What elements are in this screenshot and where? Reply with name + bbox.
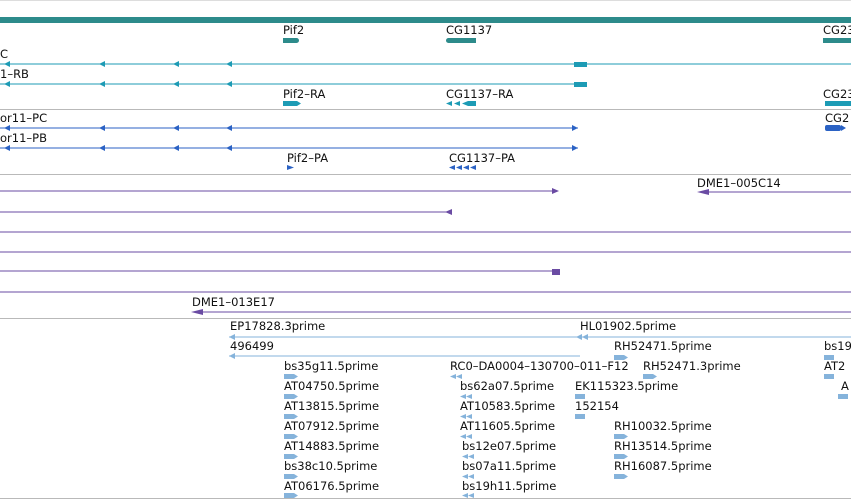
cdna-label[interactable]: DME1–005C14 bbox=[697, 176, 781, 190]
est-label[interactable]: bs62a07.5prime bbox=[460, 379, 555, 393]
gene-label[interactable]: Pif2 bbox=[283, 23, 305, 37]
gene-label[interactable]: CG1137 bbox=[446, 23, 493, 37]
est-label[interactable]: 152154 bbox=[575, 399, 619, 413]
cdna-track-graphics bbox=[0, 188, 851, 315]
cds-label[interactable]: Pif2–PA bbox=[287, 151, 329, 165]
est-label[interactable]: A bbox=[841, 379, 849, 393]
cds-track-graphics bbox=[0, 125, 846, 170]
est-label[interactable]: RC0–DA0004–130700–011–F12 bbox=[450, 359, 629, 373]
est-label[interactable]: bs19 bbox=[824, 339, 851, 353]
est-label[interactable]: 496499 bbox=[230, 339, 274, 353]
est-label[interactable]: AT11605.5prime bbox=[460, 419, 556, 433]
est-label[interactable]: bs35g11.5prime bbox=[284, 359, 379, 373]
gene-feature-cg23[interactable] bbox=[823, 38, 851, 43]
gene-feature-cg1137[interactable] bbox=[446, 38, 476, 43]
est-label[interactable]: RH52471.3prime bbox=[643, 359, 741, 373]
mrna-label[interactable]: Pif2–RA bbox=[283, 87, 326, 101]
cdna-label[interactable]: DME1–013E17 bbox=[192, 295, 275, 309]
est-label[interactable]: AT13815.5prime bbox=[284, 399, 380, 413]
cds-label[interactable]: CG1137–PA bbox=[449, 151, 516, 165]
est-label[interactable]: AT06176.5prime bbox=[284, 479, 380, 493]
est-label[interactable]: AT04750.5prime bbox=[284, 379, 380, 393]
mrna-label[interactable]: CG23 bbox=[823, 87, 851, 101]
mrna-label[interactable]: 1–RB bbox=[0, 67, 29, 81]
cds-label[interactable]: or11–PC bbox=[0, 111, 48, 125]
track-separator bbox=[0, 109, 851, 110]
track-separator bbox=[0, 498, 851, 499]
cds-label[interactable]: CG2 bbox=[825, 111, 850, 125]
est-label[interactable]: EK115323.5prime bbox=[575, 379, 679, 393]
cds-label[interactable]: or11–PB bbox=[0, 131, 47, 145]
est-label[interactable]: RH52471.5prime bbox=[614, 339, 712, 353]
genomic-region-bar bbox=[0, 17, 851, 23]
mrna-label[interactable]: C bbox=[0, 47, 9, 61]
track-separator bbox=[0, 318, 851, 319]
est-label[interactable]: AT14883.5prime bbox=[284, 439, 380, 453]
est-label[interactable]: AT10583.5prime bbox=[460, 399, 556, 413]
est-label[interactable]: bs12e07.5prime bbox=[462, 439, 557, 453]
est-label[interactable]: RH13514.5prime bbox=[614, 439, 712, 453]
track-separator bbox=[0, 174, 851, 175]
est-label[interactable]: RH10032.5prime bbox=[614, 419, 712, 433]
est-label[interactable]: HL01902.5prime bbox=[580, 319, 677, 333]
est-label[interactable]: AT2 bbox=[824, 359, 846, 373]
gene-label[interactable]: CG23 bbox=[823, 23, 851, 37]
est-label[interactable]: EP17828.3prime bbox=[230, 319, 326, 333]
track-separator bbox=[0, 0, 851, 1]
est-label[interactable]: AT07912.5prime bbox=[284, 419, 380, 433]
est-label[interactable]: bs07a11.5prime bbox=[462, 459, 557, 473]
mrna-label[interactable]: CG1137–RA bbox=[446, 87, 514, 101]
est-label[interactable]: bs19h11.5prime bbox=[462, 479, 557, 493]
est-label[interactable]: RH16087.5prime bbox=[614, 459, 712, 473]
gene-feature-pif2[interactable] bbox=[283, 38, 299, 43]
est-label[interactable]: bs38c10.5prime bbox=[284, 459, 378, 473]
mrna-track-graphics bbox=[0, 61, 851, 106]
